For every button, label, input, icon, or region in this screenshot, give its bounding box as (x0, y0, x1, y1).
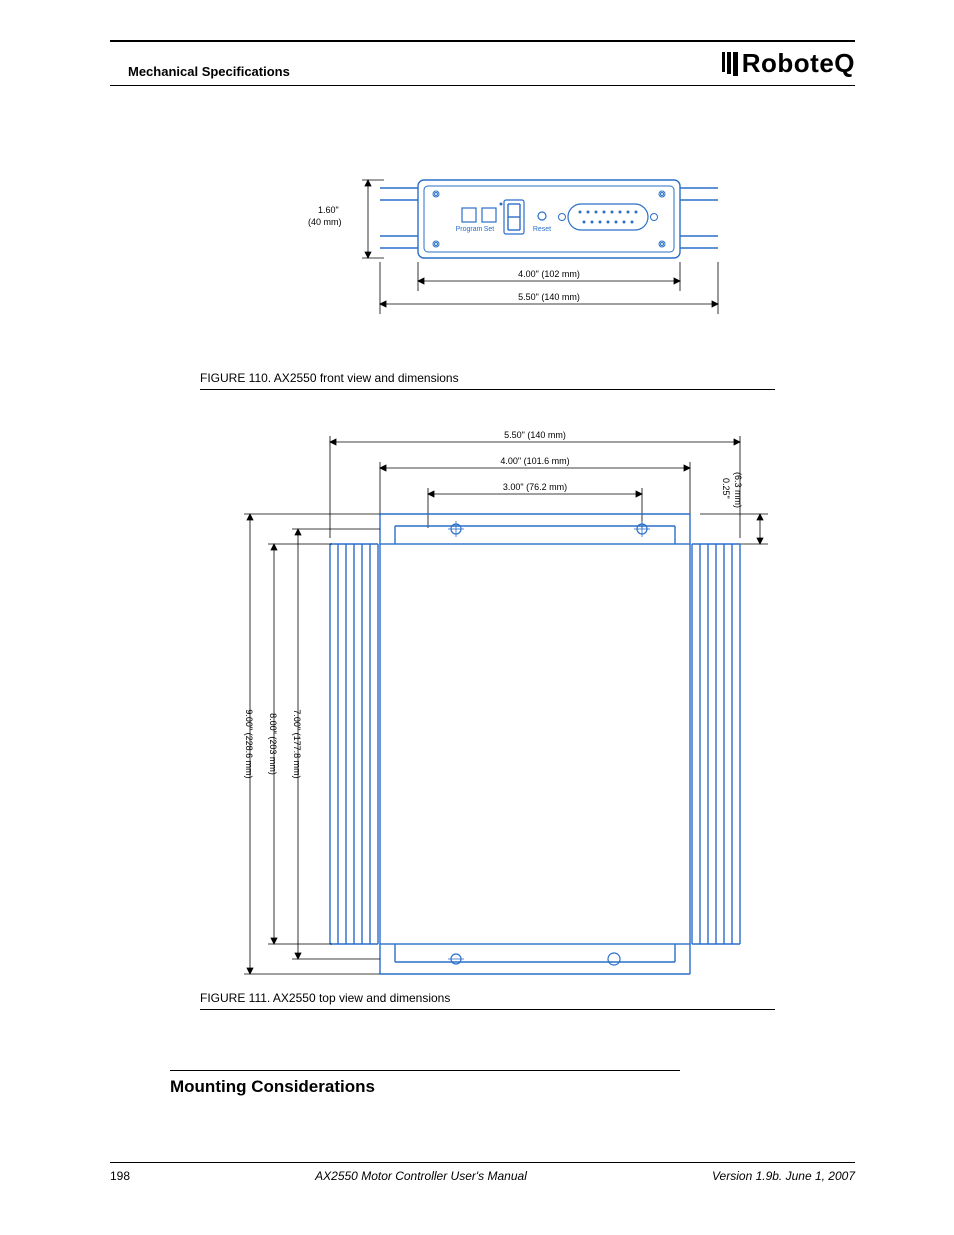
section-heading: Mounting Considerations (170, 1070, 680, 1097)
figure-111-diagram: 5.50" (140 mm) 4.00" (101.6 mm) 3.00" (7… (220, 418, 820, 978)
version-text: Version 1.9b. June 1, 2007 (712, 1169, 855, 1183)
manual-title: AX2550 Motor Controller User's Manual (315, 1169, 527, 1183)
dim-inner-width: 4.00" (102 mm) (518, 269, 580, 279)
page-number: 198 (110, 1169, 130, 1183)
brand-logo: RoboteQ (722, 48, 855, 79)
reset-label: Reset (533, 226, 551, 233)
dim-tab-b: (6.3 mm) (733, 472, 743, 508)
set-label: Set (484, 226, 495, 233)
dim-tab-a: 0.25" (721, 478, 731, 499)
logo-bars-icon (722, 52, 738, 76)
dim-h1: 9.00" (228.6 mm) (244, 709, 254, 778)
logo-text: RoboteQ (742, 48, 855, 79)
dim-outer-width: 5.50" (140 mm) (518, 292, 580, 302)
dim-h3: 7.00" (177.8 mm) (292, 709, 302, 778)
figure-111-caption: FIGURE 111. AX2550 top view and dimensio… (200, 991, 450, 1005)
section-title: Mechanical Specifications (110, 64, 290, 79)
figure-110-caption: FIGURE 110. AX2550 front view and dimens… (200, 371, 459, 385)
dim-w1: 5.50" (140 mm) (504, 430, 566, 440)
dim-height: 1.60" (318, 205, 339, 215)
dim-h2: 8.00" (203 mm) (268, 713, 278, 775)
dim-w3: 3.00" (76.2 mm) (503, 482, 567, 492)
figure-110-diagram: Program Set Reset (190, 166, 810, 346)
dim-w2: 4.00" (101.6 mm) (500, 456, 569, 466)
program-label: Program (456, 226, 483, 233)
dim-height-mm: (40 mm) (308, 217, 342, 227)
